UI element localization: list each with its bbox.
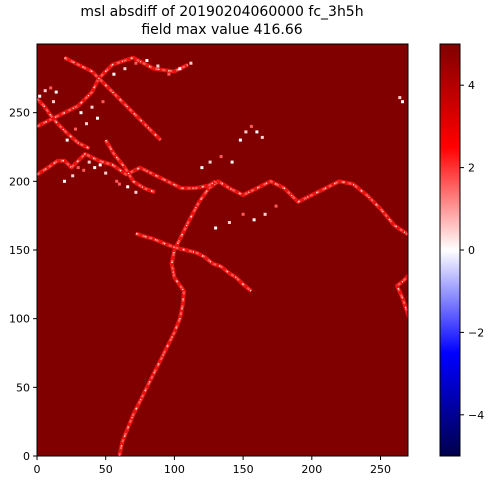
low-value-cell (275, 205, 278, 208)
low-value-cell (66, 139, 69, 142)
x-tick-label: 250 (370, 463, 391, 476)
low-value-cell (91, 106, 94, 109)
low-value-cell (134, 191, 137, 194)
x-tick-label: 200 (301, 463, 322, 476)
low-value-cell (85, 122, 88, 125)
y-axis: 0 50 100 150 200 250 (9, 107, 37, 463)
low-value-cell (189, 62, 192, 65)
low-value-cell (80, 111, 83, 114)
low-value-cell (214, 227, 217, 230)
low-value-cell (88, 161, 91, 164)
low-value-cell (244, 130, 247, 133)
low-value-cell (77, 166, 80, 169)
y-tick-label: 150 (9, 244, 30, 257)
low-value-cell (74, 128, 77, 131)
low-value-cell (115, 180, 118, 183)
low-value-cell (401, 100, 404, 103)
low-value-cell (167, 73, 170, 76)
x-tick-label: 100 (164, 463, 185, 476)
low-value-cell (242, 213, 245, 216)
low-value-cell (52, 100, 55, 103)
colorbar-gradient (440, 44, 460, 456)
low-value-cell (239, 139, 242, 142)
low-value-cell (38, 95, 41, 98)
y-tick-label: 200 (9, 175, 30, 188)
low-value-cell (96, 117, 99, 120)
low-value-cell (253, 218, 256, 221)
low-value-cell (145, 59, 148, 62)
heatmap-plot (37, 44, 490, 456)
low-value-cell (255, 130, 258, 133)
low-value-cell (126, 185, 129, 188)
low-value-cell (134, 62, 137, 65)
low-value-cell (44, 89, 47, 92)
low-value-cell (250, 125, 253, 128)
low-value-cell (220, 155, 223, 158)
low-value-cell (118, 183, 121, 186)
chart-title-line1: msl absdiff of 20190204060000 fc_3h5h (80, 4, 363, 20)
low-value-cell (55, 91, 58, 94)
low-value-cell (49, 86, 52, 89)
low-value-cell (82, 169, 85, 172)
low-value-cell (93, 166, 96, 169)
low-value-cell (209, 161, 212, 164)
colorbar-tick-label: 2 (468, 162, 475, 175)
colorbar-tick-label: 4 (468, 79, 475, 92)
low-value-cell (200, 166, 203, 169)
y-tick-label: 0 (23, 450, 30, 463)
x-tick-label: 0 (34, 463, 41, 476)
low-value-cell (178, 67, 181, 70)
low-value-cell (99, 163, 102, 166)
low-value-cell (264, 213, 267, 216)
low-value-cell (156, 65, 159, 68)
low-value-cell (123, 67, 126, 70)
low-value-cell (112, 73, 115, 76)
low-value-cell (104, 172, 107, 175)
x-tick-label: 150 (233, 463, 254, 476)
x-tick-label: 50 (99, 463, 113, 476)
y-tick-label: 50 (16, 381, 30, 394)
low-value-cell (398, 96, 401, 99)
low-value-cell (261, 136, 264, 139)
colorbar-tick-label: −4 (468, 409, 484, 422)
x-axis: 0 50 100 150 200 250 (34, 456, 392, 476)
y-tick-label: 100 (9, 313, 30, 326)
low-value-cell (228, 221, 231, 224)
colorbar-tick-label: 0 (468, 244, 475, 257)
low-value-cell (102, 100, 105, 103)
low-value-cell (71, 174, 74, 177)
colorbar: 4 2 0 −2 −4 (440, 44, 484, 456)
y-tick-label: 250 (9, 107, 30, 120)
low-value-cell (231, 161, 234, 164)
colorbar-ticks: 4 2 0 −2 −4 (460, 79, 484, 422)
low-value-cell (63, 180, 66, 183)
colorbar-tick-label: −2 (468, 326, 484, 339)
chart-title-line2: field max value 416.66 (141, 22, 302, 38)
